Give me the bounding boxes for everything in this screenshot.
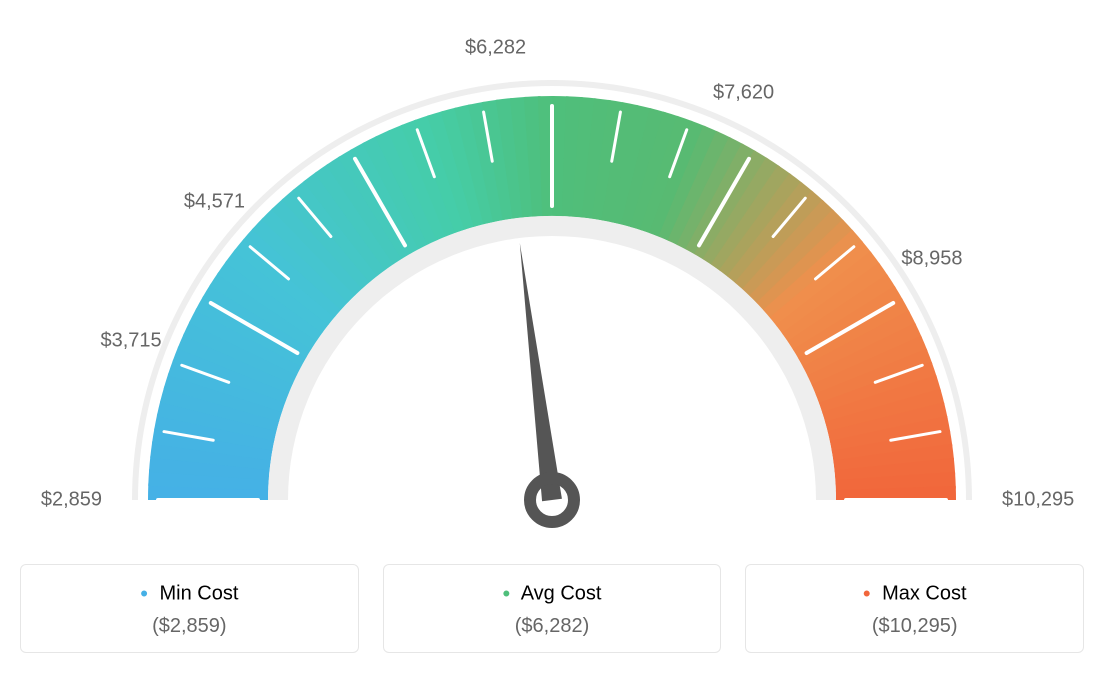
gauge-chart: $2,859 $3,715 $4,571 $6,282 $7,620 $8,958 $10,…	[20, 20, 1084, 550]
card-max-value: ($10,295)	[746, 615, 1083, 638]
gauge-tick-label: $4,571	[184, 191, 245, 214]
dot-icon: •	[140, 581, 148, 607]
card-min-title: • Min Cost	[21, 581, 358, 607]
card-avg-label: Avg Cost	[521, 582, 602, 604]
gauge-tick-label: $2,859	[41, 489, 102, 512]
card-avg-value: ($6,282)	[384, 615, 721, 638]
gauge-tick-label: $6,282	[465, 36, 526, 59]
dot-icon: •	[863, 581, 871, 607]
gauge-tick-label: $8,958	[901, 247, 962, 270]
card-min-label: Min Cost	[160, 582, 239, 604]
card-min: • Min Cost ($2,859)	[20, 564, 359, 653]
card-avg-title: • Avg Cost	[384, 581, 721, 607]
dot-icon: •	[503, 581, 511, 607]
card-max: • Max Cost ($10,295)	[745, 564, 1084, 653]
card-min-value: ($2,859)	[21, 615, 358, 638]
card-max-label: Max Cost	[882, 582, 966, 604]
card-max-title: • Max Cost	[746, 581, 1083, 607]
gauge-tick-label: $10,295	[1002, 489, 1074, 512]
card-avg: • Avg Cost ($6,282)	[383, 564, 722, 653]
gauge-tick-label: $7,620	[713, 81, 774, 104]
summary-cards: • Min Cost ($2,859) • Avg Cost ($6,282) …	[20, 564, 1084, 653]
gauge-tick-label: $3,715	[100, 329, 161, 352]
